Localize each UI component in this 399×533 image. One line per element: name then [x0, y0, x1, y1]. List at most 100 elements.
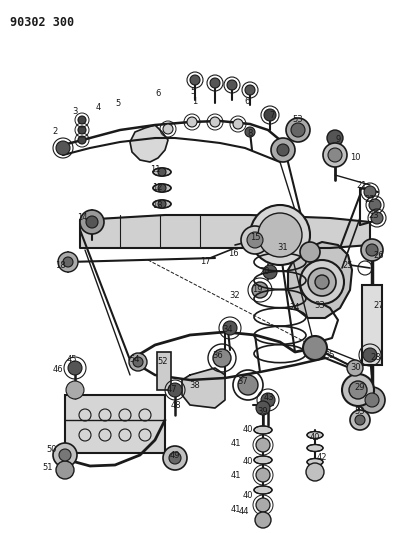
Text: 29: 29	[355, 384, 365, 392]
Text: 6: 6	[155, 88, 161, 98]
Circle shape	[256, 468, 270, 482]
Text: 12: 12	[152, 183, 162, 192]
Text: 90302 300: 90302 300	[10, 16, 74, 29]
Bar	[362, 285, 382, 365]
Text: 19: 19	[252, 286, 262, 295]
Ellipse shape	[307, 445, 323, 451]
Text: 6: 6	[244, 98, 250, 107]
Circle shape	[315, 275, 329, 289]
Circle shape	[328, 148, 342, 162]
Circle shape	[323, 143, 347, 167]
Ellipse shape	[307, 432, 323, 439]
Text: 50: 50	[47, 446, 57, 455]
Circle shape	[190, 75, 200, 85]
Text: 51: 51	[43, 464, 53, 472]
Text: 15: 15	[250, 233, 260, 243]
Circle shape	[68, 361, 82, 375]
Ellipse shape	[254, 486, 272, 494]
Circle shape	[255, 512, 271, 528]
Bar	[157, 352, 171, 390]
Circle shape	[256, 401, 270, 415]
Ellipse shape	[254, 426, 272, 434]
Circle shape	[163, 446, 187, 470]
Circle shape	[361, 239, 383, 261]
Text: 43: 43	[264, 393, 275, 402]
Text: 5: 5	[115, 99, 120, 108]
Circle shape	[286, 118, 310, 142]
Circle shape	[247, 232, 263, 248]
Circle shape	[53, 443, 77, 467]
Circle shape	[58, 252, 78, 272]
Circle shape	[264, 109, 276, 121]
Circle shape	[80, 210, 104, 234]
Text: 49: 49	[170, 451, 180, 461]
Circle shape	[271, 138, 295, 162]
Text: 34: 34	[223, 326, 233, 335]
Text: 40: 40	[243, 457, 253, 466]
Circle shape	[350, 410, 370, 430]
Text: 33: 33	[315, 301, 325, 310]
Circle shape	[56, 141, 70, 155]
Circle shape	[277, 144, 289, 156]
Text: 46: 46	[53, 366, 63, 375]
Text: 2: 2	[52, 127, 57, 136]
Circle shape	[223, 321, 237, 335]
Text: 1: 1	[192, 98, 198, 107]
Ellipse shape	[307, 458, 323, 465]
Text: 53: 53	[293, 116, 303, 125]
Text: 38: 38	[190, 381, 200, 390]
Circle shape	[241, 226, 269, 254]
Text: 7: 7	[269, 111, 275, 120]
Circle shape	[363, 348, 377, 362]
Circle shape	[245, 127, 255, 137]
Circle shape	[238, 375, 258, 395]
Circle shape	[187, 117, 197, 127]
Circle shape	[306, 463, 324, 481]
Text: 10: 10	[350, 154, 360, 163]
Polygon shape	[130, 125, 168, 162]
Text: 8: 8	[247, 128, 253, 138]
Text: 41: 41	[231, 471, 241, 480]
Text: 47: 47	[167, 385, 177, 394]
Text: 35: 35	[325, 351, 335, 359]
Text: 32: 32	[230, 290, 240, 300]
Circle shape	[86, 216, 98, 228]
Circle shape	[261, 393, 275, 407]
Text: 26: 26	[374, 251, 384, 260]
Circle shape	[129, 353, 147, 371]
Circle shape	[233, 119, 243, 129]
Text: 48: 48	[171, 400, 181, 409]
Circle shape	[133, 357, 143, 367]
Circle shape	[213, 349, 231, 367]
Circle shape	[256, 498, 270, 512]
Text: 13: 13	[152, 200, 162, 209]
Text: 23: 23	[369, 211, 379, 220]
Circle shape	[263, 265, 277, 279]
Circle shape	[227, 80, 237, 90]
Circle shape	[63, 257, 73, 267]
Ellipse shape	[153, 168, 171, 176]
Circle shape	[252, 282, 268, 298]
Text: 40: 40	[243, 490, 253, 499]
Polygon shape	[182, 368, 225, 408]
Circle shape	[158, 200, 166, 208]
Text: 42: 42	[317, 454, 327, 463]
Circle shape	[327, 130, 343, 146]
Circle shape	[364, 186, 376, 198]
Circle shape	[342, 374, 374, 406]
Text: 30: 30	[351, 364, 361, 373]
Circle shape	[359, 387, 385, 413]
Text: 31: 31	[278, 244, 288, 253]
Circle shape	[210, 78, 220, 88]
Circle shape	[169, 452, 181, 464]
Text: 45: 45	[67, 356, 77, 365]
Text: 24: 24	[290, 303, 300, 312]
Circle shape	[347, 360, 363, 376]
Text: 27: 27	[374, 301, 384, 310]
Text: 53: 53	[355, 408, 365, 416]
Circle shape	[300, 260, 344, 304]
Ellipse shape	[254, 456, 272, 464]
Text: 37: 37	[238, 377, 248, 386]
Circle shape	[168, 383, 182, 397]
Text: 39: 39	[258, 408, 268, 416]
